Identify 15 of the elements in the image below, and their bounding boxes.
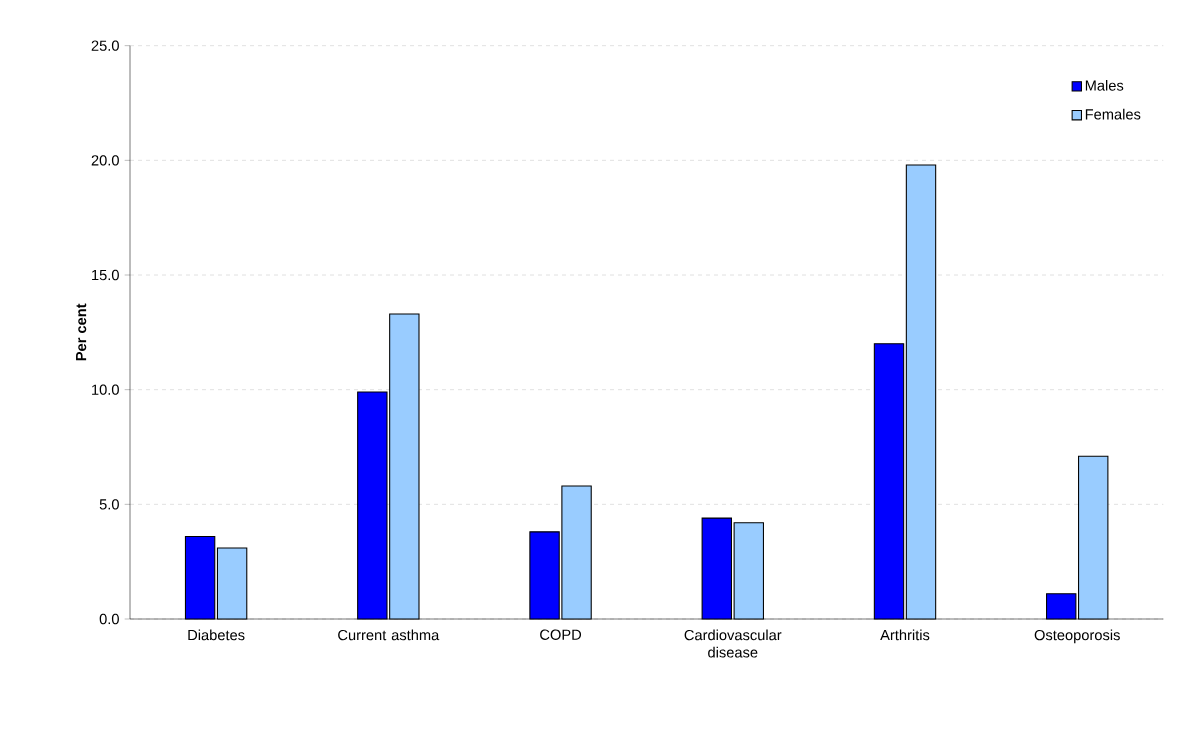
x-tick-label: Diabetes [188, 629, 245, 641]
y-tick-label: 0.0 [99, 613, 119, 625]
y-tick-label: 25.0 [91, 40, 119, 51]
legend-label: Males [1085, 79, 1124, 91]
y-tick-label: 10.0 [92, 384, 119, 395]
y-axis-title: Per cent [76, 303, 87, 361]
y-tick-label: 5.0 [99, 499, 119, 510]
x-tick-label: Cardiovascular disease [684, 629, 782, 658]
x-tick-label: Current asthma [338, 629, 440, 641]
x-tick-label: Arthritis [880, 629, 930, 641]
x-tick-label: COPD [540, 629, 582, 640]
y-tick-label: 20.0 [91, 155, 119, 166]
x-tick-label: Osteoporosis [1034, 629, 1120, 644]
y-tick-label: 15.0 [92, 269, 119, 281]
legend-label: Females [1085, 108, 1141, 120]
